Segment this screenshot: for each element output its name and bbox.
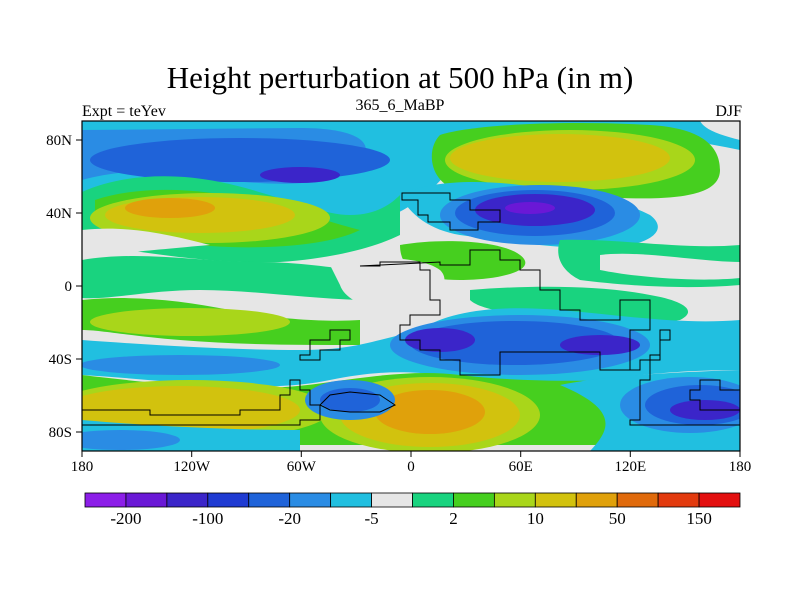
colorbar-label: -200 <box>110 509 141 528</box>
colorbar-label: -100 <box>192 509 223 528</box>
y-tick-label: 0 <box>65 279 73 295</box>
y-tick-label: 40N <box>46 206 72 222</box>
x-tick-label: 120E <box>614 459 646 475</box>
y-tick-label: 80N <box>46 133 72 149</box>
coastlines <box>82 192 740 426</box>
colorbar-labels: -200 -100 -20 -5 2 10 50 150 <box>110 509 711 528</box>
colorbar-swatch <box>412 492 454 508</box>
x-tick-label: 180 <box>729 459 752 475</box>
colorbar-swatch <box>453 492 495 508</box>
colorbar-swatch <box>534 492 577 508</box>
season-label: DJF <box>715 103 742 120</box>
colorbar-swatch <box>575 492 618 508</box>
colorbar-label: 2 <box>449 509 458 528</box>
colorbar-label: -5 <box>364 509 378 528</box>
colorbar-swatch <box>657 492 700 508</box>
y-tick-label: 40S <box>49 352 72 368</box>
colorbar-swatch <box>84 492 127 508</box>
colorbar <box>84 492 741 508</box>
colorbar-swatch <box>207 492 250 508</box>
colorbar-swatch <box>371 492 413 508</box>
x-tick-label: 60W <box>287 459 317 475</box>
x-tick-label: 120W <box>173 459 211 475</box>
colorbar-label: -20 <box>278 509 301 528</box>
colorbar-swatch <box>493 492 536 508</box>
colorbar-label: 10 <box>527 509 544 528</box>
colorbar-swatch <box>125 492 168 508</box>
colorbar-label: 150 <box>686 509 712 528</box>
y-tick-label: 80S <box>49 425 72 441</box>
x-tick-label: 180 <box>71 459 94 475</box>
colorbar-swatch <box>616 492 659 508</box>
experiment-label: Expt = teYev <box>82 103 166 120</box>
map-title: Height perturbation at 500 hPa (in m) <box>166 60 634 95</box>
contour-field <box>82 121 740 451</box>
colorbar-label: 50 <box>609 509 626 528</box>
colorbar-swatch <box>698 492 741 508</box>
run-label: 365_6_MaBP <box>355 97 445 114</box>
x-tick-label: 0 <box>407 459 415 475</box>
axis-ticks <box>76 139 741 457</box>
colorbar-swatch <box>289 492 332 508</box>
colorbar-swatch <box>330 492 372 508</box>
colorbar-swatch <box>166 492 209 508</box>
colorbar-swatch <box>248 492 291 508</box>
x-tick-label: 60E <box>509 459 533 475</box>
